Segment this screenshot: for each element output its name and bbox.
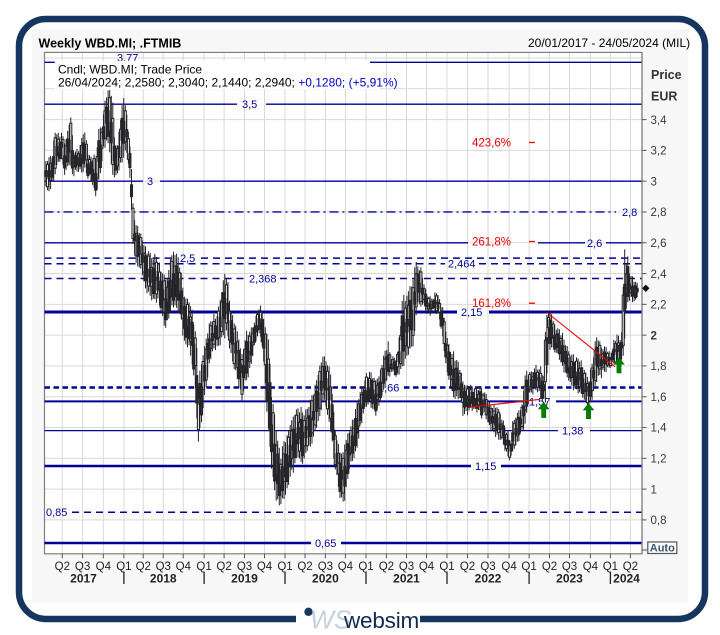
svg-text:2: 2	[651, 330, 657, 342]
svg-text:2,8: 2,8	[651, 207, 667, 219]
svg-text:2,368: 2,368	[249, 273, 277, 285]
svg-text:2,8: 2,8	[622, 207, 637, 219]
svg-text:Q4: Q4	[419, 561, 435, 573]
svg-text:1,38: 1,38	[562, 426, 583, 438]
svg-text:2,464: 2,464	[448, 259, 476, 271]
svg-text:1,6: 1,6	[651, 392, 667, 404]
svg-text:2,5: 2,5	[180, 253, 195, 265]
svg-text:Q2: Q2	[216, 561, 231, 573]
svg-text:2,6: 2,6	[587, 238, 602, 250]
svg-text:3,2: 3,2	[651, 146, 667, 158]
svg-text:2,15: 2,15	[461, 307, 482, 319]
svg-text:Q1: Q1	[116, 561, 131, 573]
svg-text:Q4: Q4	[583, 561, 599, 573]
svg-text:Weekly WBD.MI; .FTMIB: Weekly WBD.MI; .FTMIB	[39, 37, 182, 51]
svg-text:20/01/2017 - 24/05/2024 (MIL): 20/01/2017 - 24/05/2024 (MIL)	[528, 36, 690, 50]
svg-text:3,4: 3,4	[651, 115, 668, 127]
svg-text:WS: WS	[310, 607, 351, 635]
svg-text:2,2: 2,2	[651, 300, 667, 312]
svg-text:Q4: Q4	[96, 561, 112, 573]
svg-text:Q2: Q2	[379, 561, 394, 573]
svg-text:Q2: Q2	[55, 561, 70, 573]
svg-text:2023: 2023	[556, 572, 583, 586]
svg-text:3,5: 3,5	[242, 99, 257, 111]
svg-text:0,85: 0,85	[46, 507, 67, 519]
svg-text:1,15: 1,15	[475, 461, 496, 473]
svg-text:2,6: 2,6	[651, 238, 667, 250]
svg-text:Q2: Q2	[623, 561, 638, 573]
svg-text:Q2: Q2	[460, 561, 475, 573]
svg-text:2,4: 2,4	[651, 269, 668, 281]
svg-text:Q3: Q3	[480, 561, 495, 573]
svg-text:Q1: Q1	[277, 561, 292, 573]
svg-text:Q4: Q4	[338, 561, 354, 573]
svg-text:26/04/2024; 2,2580; 2,3040; 2,: 26/04/2024; 2,2580; 2,3040; 2,1440; 2,29…	[58, 75, 398, 89]
svg-text:Q4: Q4	[257, 561, 273, 573]
svg-text:1,4: 1,4	[651, 423, 668, 435]
svg-text:2021: 2021	[393, 572, 420, 586]
svg-text:Q3: Q3	[318, 561, 333, 573]
svg-text:Q2: Q2	[542, 561, 557, 573]
svg-text:Q3: Q3	[562, 561, 577, 573]
svg-text:Q1: Q1	[603, 561, 618, 573]
svg-text:261,8%: 261,8%	[472, 237, 511, 249]
svg-text:2022: 2022	[475, 572, 502, 586]
svg-text:websim: websim	[343, 608, 419, 633]
svg-text:EUR: EUR	[651, 90, 677, 104]
svg-text:Q1: Q1	[439, 561, 454, 573]
svg-text:Q1: Q1	[196, 561, 211, 573]
svg-text:Q3: Q3	[156, 561, 171, 573]
svg-text:2024: 2024	[613, 572, 640, 586]
svg-text:3: 3	[147, 176, 153, 188]
svg-text:Q2: Q2	[297, 561, 312, 573]
svg-text:0,8: 0,8	[651, 515, 667, 527]
svg-text:Q1: Q1	[358, 561, 373, 573]
svg-text:2018: 2018	[150, 572, 177, 586]
svg-text:423,6%: 423,6%	[472, 138, 511, 150]
svg-text:Q1: Q1	[521, 561, 536, 573]
svg-text:3: 3	[651, 176, 657, 188]
svg-text:Q4: Q4	[176, 561, 192, 573]
svg-text:Q3: Q3	[399, 561, 414, 573]
svg-text:Q3: Q3	[75, 561, 90, 573]
svg-text:2017: 2017	[70, 572, 97, 586]
svg-text:Price: Price	[651, 68, 682, 82]
svg-text:161,8%: 161,8%	[472, 298, 511, 310]
svg-text:0,65: 0,65	[315, 538, 336, 550]
svg-text:Q3: Q3	[237, 561, 252, 573]
svg-text:2019: 2019	[231, 572, 258, 586]
svg-text:Cndl; WBD.MI; Trade Price: Cndl; WBD.MI; Trade Price	[58, 62, 202, 76]
svg-text:Q4: Q4	[501, 561, 517, 573]
svg-text:1,2: 1,2	[651, 454, 667, 466]
svg-text:2020: 2020	[312, 572, 339, 586]
svg-text:1,8: 1,8	[651, 361, 667, 373]
svg-text:Q2: Q2	[136, 561, 151, 573]
svg-text:1: 1	[651, 484, 657, 496]
svg-text:Auto: Auto	[650, 542, 675, 554]
